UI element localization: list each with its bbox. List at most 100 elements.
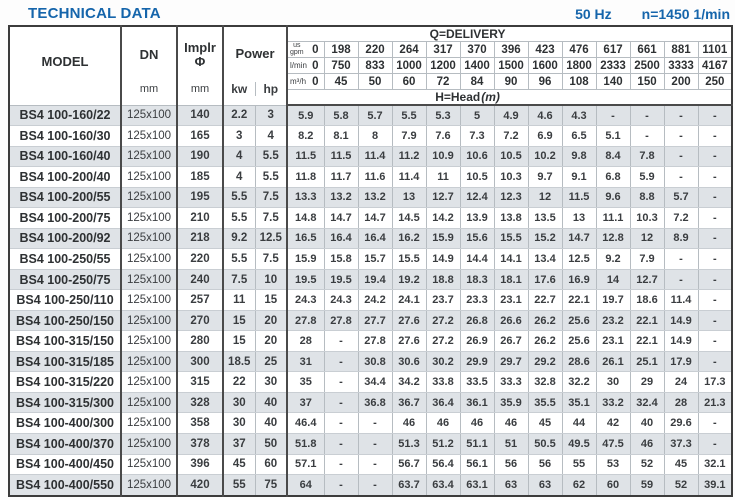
head-cell: 46	[460, 412, 495, 434]
head-cell: 12.7	[630, 269, 665, 291]
hp-cell: 7.5	[255, 248, 289, 270]
head-cell: -	[324, 433, 359, 455]
dn-cell: 125x100	[121, 310, 178, 332]
head-cell: -	[698, 248, 733, 270]
head-cell: 18.6	[630, 289, 665, 311]
frequency-label: 50 Hz	[575, 6, 612, 22]
head-cell: 14.9	[664, 310, 699, 332]
head-cell: -	[630, 125, 665, 147]
dn-cell: 125x100	[121, 207, 178, 229]
head-cell: 23.2	[596, 310, 631, 332]
head-cell: -	[664, 105, 699, 127]
head-cell: 8.4	[596, 146, 631, 168]
head-cell: 36.7	[392, 392, 427, 414]
head-cell: 34.4	[358, 371, 393, 393]
head-label-row: H=Head(m)	[9, 89, 733, 106]
head-cell: 23.1	[494, 289, 529, 311]
kw-cell: 11	[223, 289, 256, 311]
hp-cell: 75	[255, 474, 289, 496]
head-cell: 29.2	[528, 351, 563, 373]
impeller-cell: 140	[177, 105, 224, 127]
flow-value: 2333	[596, 57, 631, 74]
head-cell: 23.3	[460, 289, 495, 311]
head-cell: -	[664, 269, 699, 291]
head-cell: 63.4	[426, 474, 461, 496]
head-cell: 13.8	[494, 207, 529, 229]
head-cell: 10.3	[630, 207, 665, 229]
head-cell: 27.8	[287, 310, 325, 332]
head-cell: 63.1	[460, 474, 495, 496]
head-cell: 6.9	[528, 125, 563, 147]
power-header-label: Power	[235, 46, 275, 62]
impeller-unit-label: mm	[190, 83, 210, 95]
head-cell: 22.1	[630, 310, 665, 332]
head-cell: 26.2	[528, 310, 563, 332]
head-unit-label: (m)	[481, 90, 500, 104]
impeller-cell: 240	[177, 269, 224, 291]
hp-cell: 30	[255, 371, 289, 393]
head-cell: 51.3	[392, 433, 427, 455]
dn-unit-label: mm	[139, 83, 159, 95]
kw-cell: 2.2	[223, 105, 256, 127]
head-cell: 7.2	[664, 207, 699, 229]
head-cell: -	[358, 474, 393, 496]
head-cell: 50.5	[528, 433, 563, 455]
head-cell: 15.7	[358, 248, 393, 270]
model-cell: BS4 100-315/220	[9, 371, 122, 393]
table-row: BS4 100-250/110 125x100 257 11 15 24.3 24.3 24.…	[9, 289, 733, 311]
model-cell: BS4 100-250/150	[9, 310, 122, 332]
head-cell: -	[698, 146, 733, 168]
head-cell: 24.1	[392, 289, 427, 311]
hp-cell: 12.5	[255, 228, 289, 250]
model-cell: BS4 100-200/40	[9, 166, 122, 188]
table-row: BS4 100-200/92 125x100 218 9.2 12.5 16.5 16.4 1…	[9, 228, 733, 250]
flow-value: 833	[358, 57, 393, 74]
model-cell: BS4 100-200/75	[9, 207, 122, 229]
dn-cell: 125x100	[121, 371, 178, 393]
table-row: BS4 100-160/22 125x100 140 2.2 3 5.9 5.8 5.7 5.5…	[9, 105, 733, 127]
head-cell: 35.5	[528, 392, 563, 414]
table-row: BS4 100-400/370 125x100 378 37 50 51.8- -51.3 5…	[9, 433, 733, 455]
head-cell: 14.8	[287, 207, 325, 229]
head-cell: 12	[528, 187, 563, 209]
head-cell: 55	[562, 454, 597, 476]
head-cell: 64	[287, 474, 325, 496]
technical-data-table: MODEL DN mm Implr Φ	[8, 25, 734, 497]
head-cell: 25.6	[562, 330, 597, 352]
kw-cell: 4	[223, 166, 256, 188]
head-cell: -	[630, 105, 665, 127]
head-cell: 11.5	[287, 146, 325, 168]
hp-cell: 60	[255, 454, 289, 476]
kw-cell: 15	[223, 310, 256, 332]
head-cell: 30.2	[426, 351, 461, 373]
head-cell: 52	[630, 454, 665, 476]
impeller-cell: 165	[177, 125, 224, 147]
head-cell: 5.5	[392, 105, 427, 127]
head-cell: 16.2	[392, 228, 427, 250]
dn-column-header: DN mm	[121, 26, 178, 106]
head-cell: -	[324, 474, 359, 496]
head-cell: 14.1	[494, 248, 529, 270]
kw-cell: 7.5	[223, 269, 256, 291]
usgpm-zero-value: 0	[312, 43, 319, 56]
head-cell: 5.1	[596, 125, 631, 147]
kw-cell: 55	[223, 474, 256, 496]
model-cell: BS4 100-315/150	[9, 330, 122, 352]
head-cell: 56.1	[460, 454, 495, 476]
flow-row-usgpm: us gpm 0 198 220 264 317 370 396 423 476 617 661 8…	[9, 41, 733, 58]
head-cell: 19.5	[287, 269, 325, 291]
head-cell: -	[698, 166, 733, 188]
table-row: BS4 100-250/150 125x100 270 15 20 27.8 27.8 27.…	[9, 310, 733, 332]
head-cell: -	[358, 412, 393, 434]
hp-cell: 5.5	[255, 146, 289, 168]
flow-value: 96	[528, 73, 563, 90]
head-cell: 22.1	[562, 289, 597, 311]
impeller-column-header: Implr Φ mm	[177, 26, 224, 106]
dn-cell: 125x100	[121, 269, 178, 291]
head-cell: 7.9	[630, 248, 665, 270]
model-cell: BS4 100-400/450	[9, 454, 122, 476]
head-cell: -	[324, 351, 359, 373]
head-cell: -	[358, 454, 393, 476]
power-column-header: Power kw hp	[223, 26, 289, 106]
impeller-header-label: Implr	[184, 39, 216, 55]
